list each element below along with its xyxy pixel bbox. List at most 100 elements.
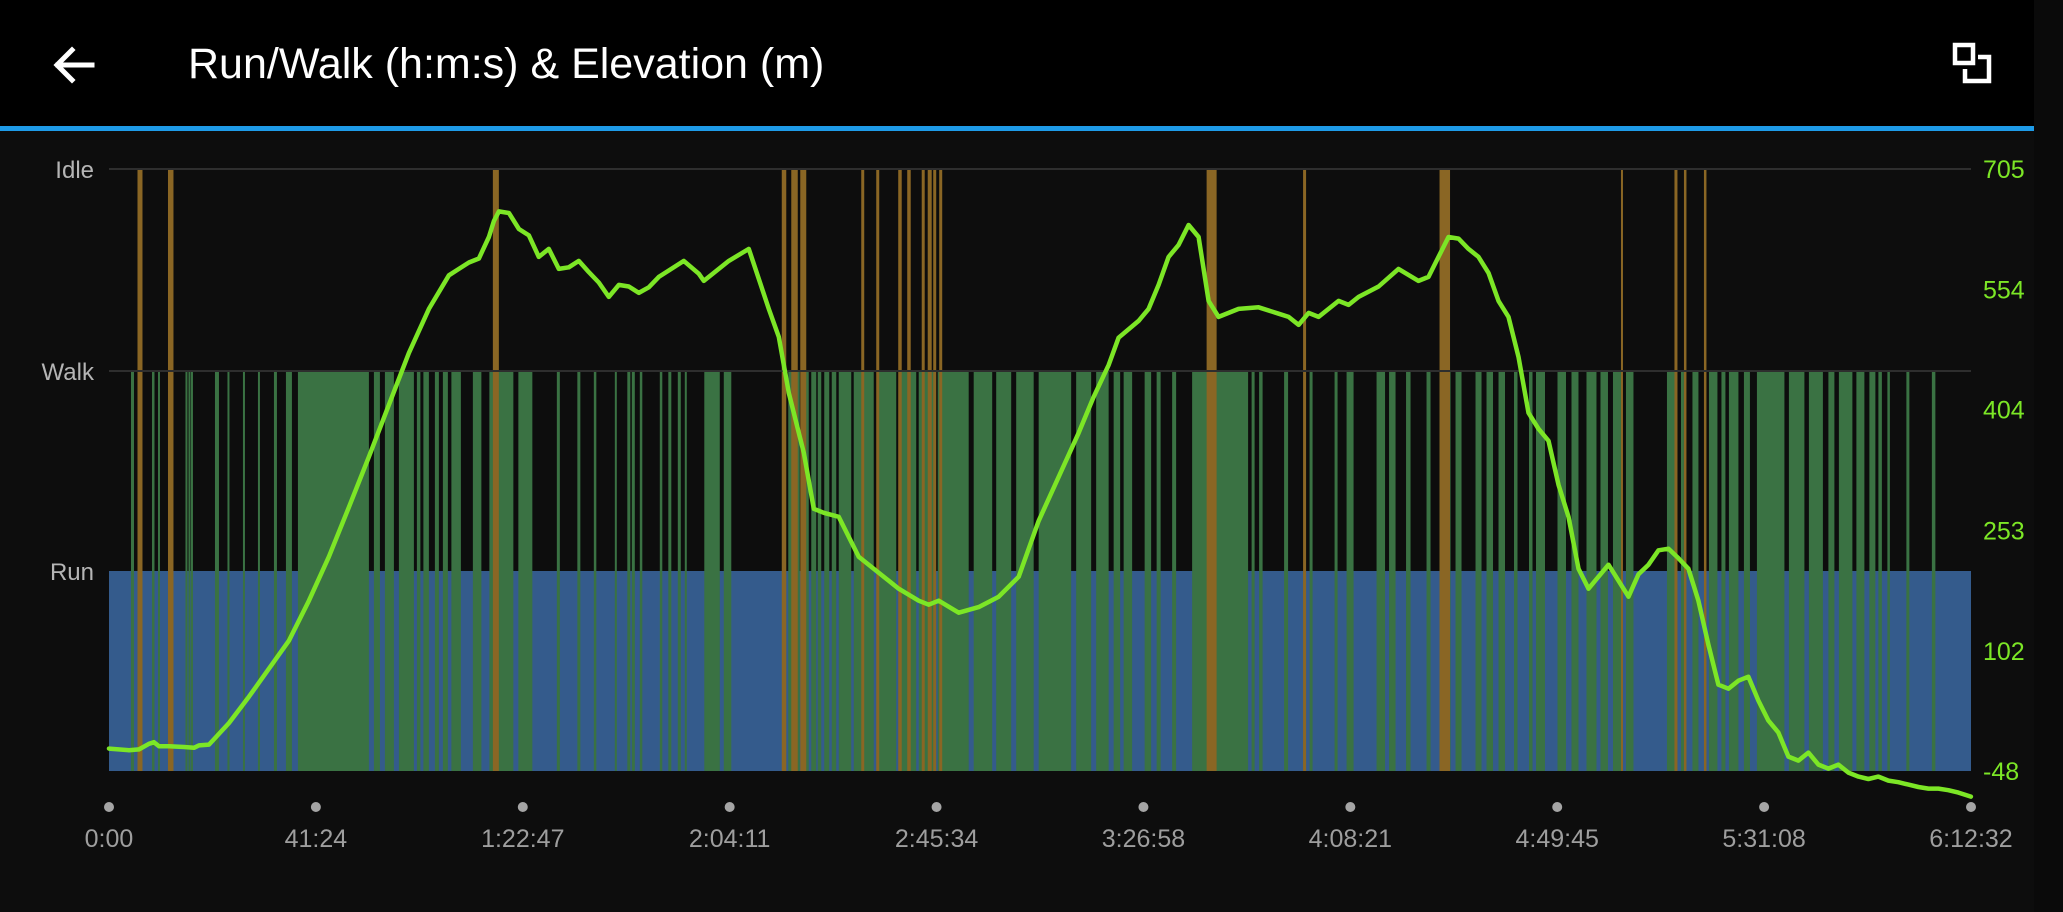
walk-bar — [1455, 371, 1462, 771]
left-axis-tick-label: Walk — [42, 359, 95, 386]
walk-bar — [593, 371, 597, 771]
walk-bar — [677, 371, 681, 771]
x-axis-tick-dot — [1138, 802, 1149, 812]
walk-bar — [1309, 371, 1313, 771]
idle-bar — [933, 169, 937, 771]
x-axis-tick-dot — [1552, 802, 1563, 812]
walk-bar — [668, 371, 672, 771]
x-axis-tick-dot — [724, 802, 735, 812]
idle-bar — [1206, 169, 1217, 771]
walk-bar — [1856, 371, 1865, 771]
x-axis-tick-label: 3:26:58 — [1102, 825, 1185, 853]
walk-bar — [1389, 371, 1396, 771]
walk-bar — [1346, 371, 1354, 771]
walk-bar — [1529, 371, 1533, 771]
x-axis-tick-label: 6:12:32 — [1929, 825, 2012, 853]
walk-bar — [285, 371, 292, 771]
walk-bar — [1406, 371, 1411, 771]
walk-bar — [1123, 371, 1133, 771]
x-axis-tick-label: 41:24 — [285, 825, 348, 853]
walk-bar — [1906, 371, 1910, 771]
walk-bar — [811, 371, 817, 771]
walk-bar — [878, 371, 897, 771]
walk-bar — [1878, 371, 1882, 771]
walk-bar — [1869, 371, 1876, 771]
walk-bar — [639, 371, 643, 771]
walk-bar — [214, 371, 219, 771]
walk-bar — [1514, 371, 1518, 771]
idle-bar — [800, 169, 807, 771]
idle-bar — [1683, 169, 1687, 771]
left-axis-tick-label: Idle — [55, 157, 94, 184]
idle-bar — [492, 169, 499, 771]
walk-bar — [1426, 371, 1431, 771]
right-axis-tick-label: -48 — [1983, 758, 2019, 786]
idle-bar — [861, 169, 865, 771]
walk-bar — [1887, 371, 1890, 771]
walk-bar — [257, 371, 260, 771]
walk-bar — [577, 371, 581, 771]
walk-bar — [227, 371, 230, 771]
x-axis-tick-dot — [1345, 802, 1356, 812]
walk-bar — [188, 371, 191, 771]
x-axis-tick-label: 4:49:45 — [1516, 825, 1599, 853]
walk-bar — [1016, 371, 1034, 771]
walk-bar — [297, 371, 369, 771]
idle-bar — [791, 169, 798, 771]
walk-bar — [1756, 371, 1785, 771]
walk-bar — [1251, 371, 1255, 771]
walk-bar — [1721, 371, 1726, 771]
walk-bar — [1743, 371, 1750, 771]
walk-bar — [518, 371, 533, 771]
walk-bar — [151, 371, 155, 771]
idle-bar — [898, 169, 902, 771]
right-axis-tick-label: 404 — [1983, 397, 2025, 425]
idle-bar — [137, 169, 143, 771]
walk-bar — [451, 371, 461, 771]
walk-bar — [416, 371, 421, 771]
idle-bar — [1620, 169, 1623, 771]
idle-bar — [1674, 169, 1678, 771]
walk-bar — [1156, 371, 1161, 771]
walk-bar — [1475, 371, 1482, 771]
arrow-left-icon — [53, 46, 95, 84]
idle-bar — [927, 169, 932, 771]
walk-bar — [190, 371, 193, 771]
x-axis-tick-label: 5:31:08 — [1722, 825, 1805, 853]
walk-bar — [1788, 371, 1805, 771]
idle-bar — [1703, 169, 1707, 771]
elevation-line — [106, 209, 1974, 799]
idle-bar — [876, 169, 880, 771]
walk-bar — [1728, 371, 1739, 771]
walk-bar — [838, 371, 852, 771]
walk-bar — [384, 371, 394, 771]
expand-button[interactable] — [1944, 34, 2004, 94]
app-bar: Run/Walk (h:m:s) & Elevation (m) — [0, 0, 2034, 126]
right-axis-tick-label: 102 — [1983, 638, 2025, 666]
idle-bar — [1303, 169, 1307, 771]
walk-bar — [1828, 371, 1835, 771]
walk-bar — [1096, 371, 1109, 771]
idle-bar — [1439, 169, 1451, 771]
walk-bar — [817, 371, 822, 771]
fullscreen-toggle-icon — [1952, 42, 1992, 84]
x-axis-tick-label: 0:00 — [85, 825, 134, 853]
run-walk-elevation-chart: Run Walk Idle 705 554 404 253 102 -48 0:00 41:24 1:… — [42, 156, 2025, 853]
walk-bar — [627, 371, 631, 771]
back-button[interactable] — [38, 30, 108, 100]
walk-bar — [1931, 371, 1936, 771]
x-axis-tick-dot — [310, 802, 321, 812]
x-axis-tick-dot — [931, 802, 942, 812]
page-title: Run/Walk (h:m:s) & Elevation (m) — [188, 40, 825, 88]
walk-bar — [659, 371, 663, 771]
walk-bar — [185, 371, 188, 771]
walk-bar — [1536, 371, 1545, 771]
x-axis-tick-label: 2:04:11 — [689, 825, 771, 853]
walk-bar — [831, 371, 837, 771]
walk-bar — [242, 371, 245, 771]
walk-bar — [1498, 371, 1506, 771]
walk-bar — [1666, 371, 1678, 771]
walk-bar — [1571, 371, 1579, 771]
walk-bar — [1838, 371, 1853, 771]
idle-bar — [907, 169, 911, 771]
